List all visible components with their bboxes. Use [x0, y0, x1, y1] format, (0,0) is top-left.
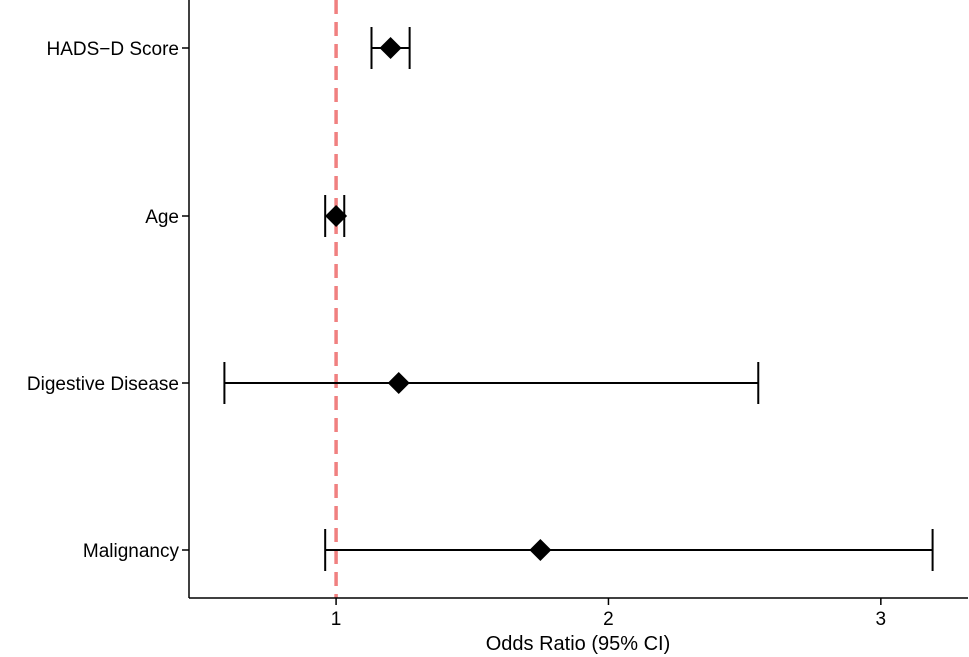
y-tick-label-age: Age: [145, 207, 179, 228]
estimate-point-digestive-disease: [387, 372, 410, 394]
x-tick-label-3: 3: [876, 609, 887, 630]
estimate-point-age: [325, 205, 348, 227]
estimate-point-hads-d-score: [379, 37, 402, 59]
x-tick-label-2: 2: [603, 609, 614, 630]
estimate-points-layer: [325, 37, 552, 561]
y-tick-label-malignancy: Malignancy: [83, 541, 180, 562]
y-tick-label-hads-d-score: HADS−D Score: [46, 39, 179, 60]
axes-layer: HADS−D Score Age Digestive Disease Malignan…: [27, 0, 968, 630]
confidence-interval-layer: [223, 27, 934, 571]
estimate-point-malignancy: [529, 539, 552, 561]
x-tick-label-1: 1: [331, 609, 342, 630]
y-tick-label-digestive-disease: Digestive Disease: [27, 374, 179, 395]
x-axis-title: Odds Ratio (95% CI): [486, 633, 671, 655]
